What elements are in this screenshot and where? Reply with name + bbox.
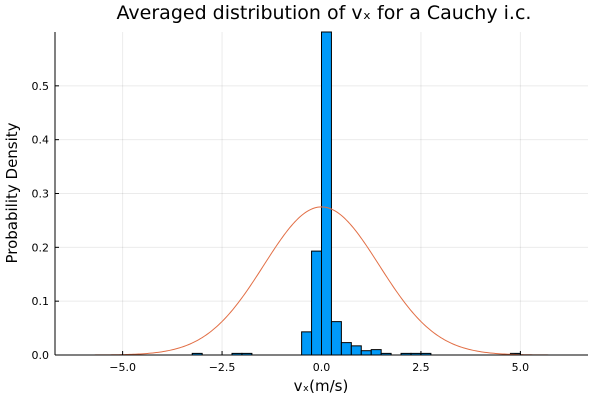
y-tick-label: 0.4: [32, 134, 50, 147]
x-tick-labels: −5.0 −2.5 0.0 2.5 5.0: [109, 361, 529, 374]
histogram-bar: [350, 345, 362, 356]
histogram-bar: [330, 321, 342, 356]
histogram-bar: [311, 250, 322, 356]
y-axis-label: Probability Density: [3, 122, 21, 263]
y-tick-label: 0.1: [32, 295, 50, 308]
x-tick-label: 0.0: [313, 361, 331, 374]
y-tick-label: 0.0: [32, 349, 50, 362]
x-tick-label: 5.0: [512, 361, 530, 374]
x-tick-label: −2.5: [209, 361, 236, 374]
x-axis-label: vₓ(m/s): [294, 377, 349, 395]
histogram-bar: [370, 349, 382, 356]
histogram-bar: [340, 342, 352, 356]
curve-layer: [55, 206, 588, 356]
axes-layer: [54, 32, 588, 356]
y-tick-labels: 0.0 0.1 0.2 0.3 0.4 0.5: [32, 80, 50, 362]
x-tick-label: 2.5: [412, 361, 430, 374]
y-tick-label: 0.5: [32, 80, 50, 93]
normal-pdf-curve: [55, 206, 588, 356]
chart-title: Averaged distribution of vₓ for a Cauchy…: [117, 2, 532, 24]
histogram-bar: [360, 350, 372, 356]
histogram-bar: [301, 331, 313, 356]
y-tick-label: 0.3: [32, 188, 50, 201]
x-tick-label: −5.0: [109, 361, 136, 374]
histogram-bar: [321, 31, 332, 356]
y-tick-label: 0.2: [32, 241, 50, 254]
